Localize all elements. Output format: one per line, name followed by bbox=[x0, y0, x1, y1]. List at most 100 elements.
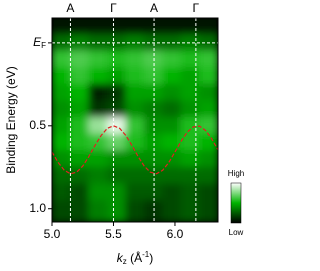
heat-cell bbox=[106, 67, 127, 85]
heat-cell bbox=[125, 18, 145, 36]
heat-cell bbox=[88, 133, 108, 152]
heat-cell bbox=[143, 117, 164, 135]
heat-cell bbox=[88, 18, 108, 36]
heat-cell bbox=[162, 50, 182, 69]
x-axis-label: kz (Å-1) bbox=[117, 250, 153, 266]
heat-cell bbox=[162, 83, 182, 102]
heat-cell bbox=[143, 18, 164, 36]
heat-cell bbox=[106, 150, 127, 168]
heat-cell bbox=[106, 199, 127, 222]
heat-cell bbox=[52, 117, 71, 135]
chart: Binding Energy (eV) High Low kz (Å-1) A Γ… bbox=[4, 1, 244, 266]
x-axis-label-part: -1 bbox=[142, 250, 150, 259]
heat-cell bbox=[88, 183, 108, 201]
heat-cell bbox=[106, 34, 127, 52]
heat-cell bbox=[125, 50, 145, 69]
heat-cell bbox=[52, 50, 71, 69]
heat-cell bbox=[88, 166, 108, 185]
heat-cell bbox=[52, 166, 71, 185]
heat-cell bbox=[106, 18, 127, 36]
heat-cell bbox=[69, 199, 90, 222]
heat-cell bbox=[143, 50, 164, 69]
heat-cell bbox=[143, 199, 164, 222]
heat-cell bbox=[180, 67, 201, 85]
heat-cell bbox=[162, 183, 182, 201]
heat-cell bbox=[143, 100, 164, 119]
heat-cell bbox=[52, 83, 71, 102]
heat-cell bbox=[180, 150, 201, 168]
heat-cell bbox=[69, 18, 90, 36]
heat-cell bbox=[125, 100, 145, 119]
heat-cell bbox=[88, 83, 108, 102]
heat-cell bbox=[106, 50, 127, 69]
heat-cell bbox=[180, 100, 201, 119]
heat-cell bbox=[180, 83, 201, 102]
heat-cell bbox=[180, 183, 201, 201]
heat-cell bbox=[180, 199, 201, 222]
heat-cell bbox=[199, 199, 218, 222]
heat-cell bbox=[69, 67, 90, 85]
heat-cell bbox=[199, 100, 218, 119]
heat-cell bbox=[69, 166, 90, 185]
heat-cell bbox=[125, 183, 145, 201]
symmetry-label: Γ bbox=[110, 1, 117, 15]
heat-cell bbox=[52, 133, 71, 152]
heat-cell bbox=[199, 183, 218, 201]
heat-cell bbox=[106, 83, 127, 102]
heat-cell bbox=[88, 67, 108, 85]
heat-cell bbox=[199, 166, 218, 185]
heat-cell bbox=[52, 100, 71, 119]
heat-cell bbox=[162, 150, 182, 168]
heat-cell bbox=[69, 183, 90, 201]
heat-cell bbox=[125, 199, 145, 222]
heat-cell bbox=[180, 34, 201, 52]
colorbar-low: Low bbox=[229, 228, 244, 237]
y-tick-label: 1.0 bbox=[29, 201, 46, 215]
y-axis-label: Binding Energy (eV) bbox=[4, 66, 18, 173]
heat-cell bbox=[106, 183, 127, 201]
heat-cell bbox=[69, 83, 90, 102]
heat-cell bbox=[162, 100, 182, 119]
heat-cell bbox=[52, 34, 71, 52]
heat-cell bbox=[106, 133, 127, 152]
heat-cell bbox=[125, 166, 145, 185]
heat-cell bbox=[143, 166, 164, 185]
heat-cell bbox=[199, 117, 218, 135]
heat-cell bbox=[180, 50, 201, 69]
heat-cell bbox=[88, 100, 108, 119]
heat-cell bbox=[162, 18, 182, 36]
heat-cell bbox=[125, 117, 145, 135]
heat-cell bbox=[88, 199, 108, 222]
heat-cell bbox=[162, 133, 182, 152]
heat-cell bbox=[180, 133, 201, 152]
heat-cell bbox=[69, 100, 90, 119]
symmetry-label: A bbox=[150, 1, 158, 15]
x-axis-label-part: (Å bbox=[127, 250, 142, 265]
x-axis-label-part: ) bbox=[149, 251, 153, 265]
heat-cell bbox=[106, 166, 127, 185]
heat-cell bbox=[52, 150, 71, 168]
x-tick-label: 5.5 bbox=[105, 227, 122, 241]
heat-cell bbox=[69, 50, 90, 69]
y-tick-label: 0.5 bbox=[29, 118, 46, 132]
heat-cell bbox=[199, 150, 218, 168]
heat-cell bbox=[52, 183, 71, 201]
heat-cell bbox=[69, 117, 90, 135]
heat-cell bbox=[180, 18, 201, 36]
x-axis-label-part: k bbox=[117, 251, 124, 265]
heat-cell bbox=[69, 133, 90, 152]
heat-cell bbox=[106, 100, 127, 119]
heat-cell bbox=[162, 117, 182, 135]
symmetry-label: A bbox=[66, 1, 74, 15]
heat-cell bbox=[106, 117, 127, 135]
x-tick-label: 6.0 bbox=[167, 227, 184, 241]
heat-cell bbox=[199, 18, 218, 36]
colorbar-high: High bbox=[228, 169, 244, 178]
heat-cell bbox=[199, 133, 218, 152]
symmetry-label: Γ bbox=[193, 1, 200, 15]
x-axis-label-part: z bbox=[123, 257, 127, 266]
heat-cell bbox=[162, 34, 182, 52]
heat-cell bbox=[162, 199, 182, 222]
heat-cell bbox=[199, 67, 218, 85]
